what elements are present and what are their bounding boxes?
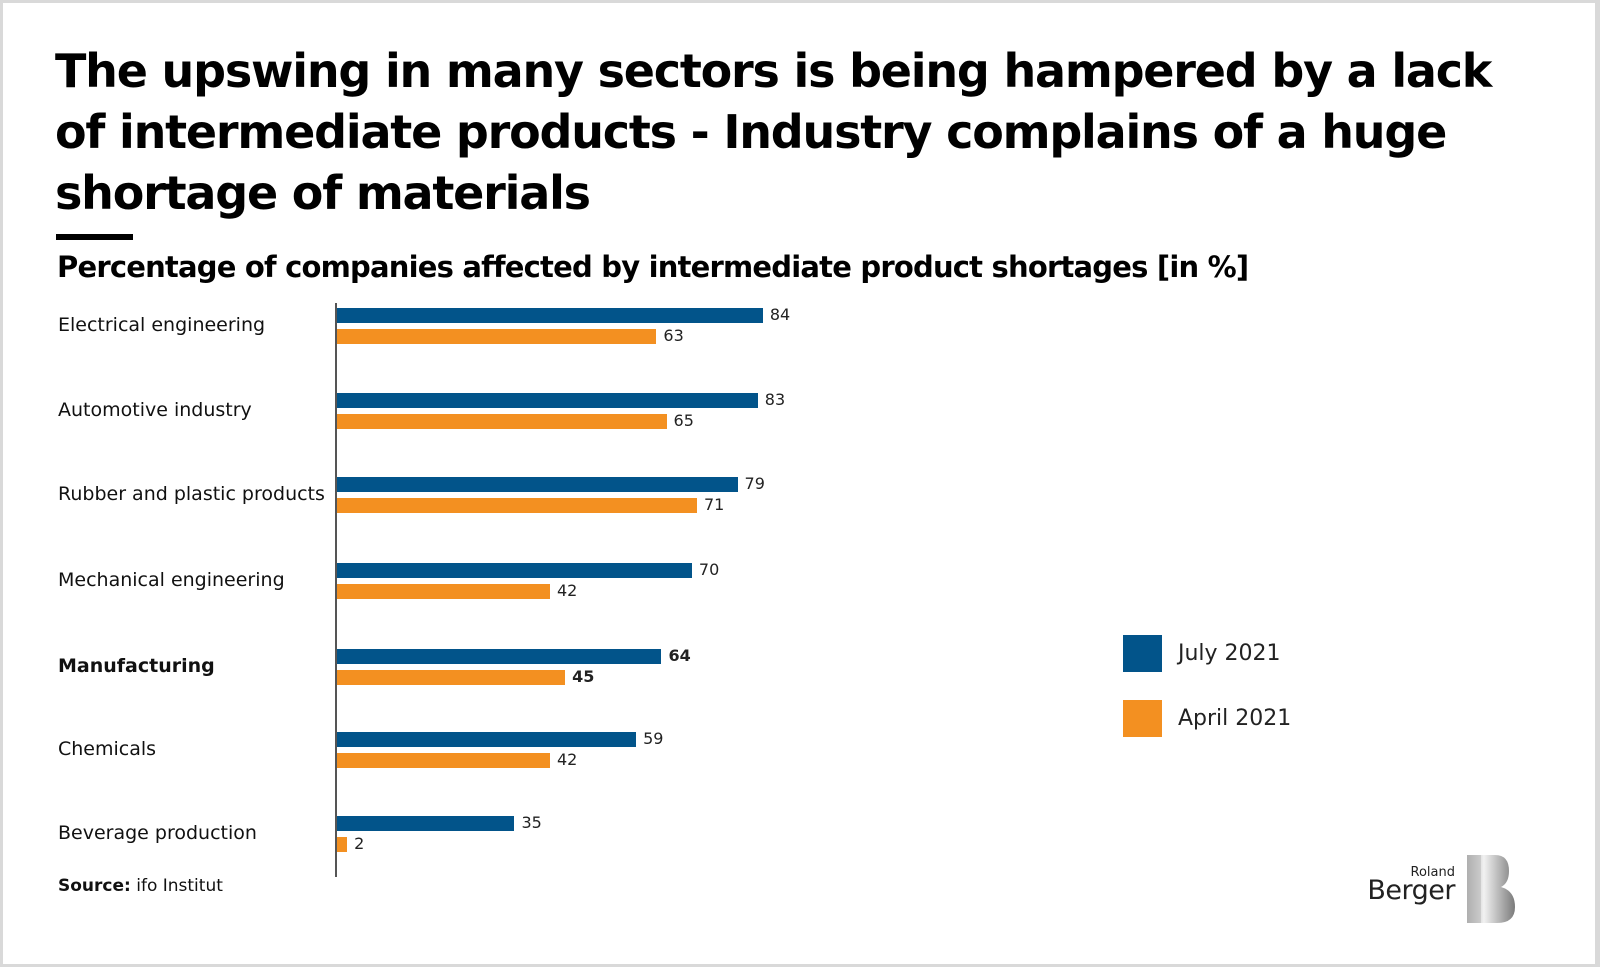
category-label-rubber-and-plastic-products: Rubber and plastic products [58,483,325,505]
value-label-july-mechanical-engineering: 70 [698,560,720,579]
value-label-july-automotive-industry: 83 [764,390,786,409]
value-label-july-beverage-production: 35 [521,813,542,832]
category-label-mechanical-engineering: Mechanical engineering [58,569,285,591]
bar-july-chemicals [337,732,637,747]
bar-july-mechanical-engineering [337,563,692,578]
legend-label-july: July 2021 [1178,641,1281,666]
legend-item-july: July 2021 [1123,635,1281,672]
source-label: Source: [58,876,131,896]
category-label-electrical-engineering: Electrical engineering [58,314,266,336]
title-underline [56,234,133,240]
category-label-automotive-industry: Automotive industry [58,399,252,421]
value-label-july-rubber-and-plastic-products: 79 [744,474,765,493]
logo-text-berger: Berger [1367,875,1455,906]
slide: The upswing in many sectors is being ham… [3,3,1595,964]
value-label-april-rubber-and-plastic-products: 71 [703,495,725,514]
value-label-april-electrical-engineering: 63 [663,326,684,345]
logo-b-mark-icon [1467,855,1515,923]
value-label-april-automotive-industry: 65 [673,411,694,430]
value-label-july-manufacturing: 64 [668,646,691,665]
value-label-april-manufacturing: 45 [572,667,595,686]
bar-april-chemicals [337,753,550,768]
value-label-july-chemicals: 59 [643,729,664,748]
page-title: The upswing in many sectors is being ham… [55,44,1492,220]
logo-text-roland: Roland [1410,865,1455,880]
bar-april-rubber-and-plastic-products [337,498,697,513]
source-note: Source: ifo Institut [58,876,223,896]
legend-swatch-july [1123,635,1162,672]
legend-label-april: April 2021 [1178,706,1292,731]
bar-april-manufacturing [337,670,566,685]
bar-july-rubber-and-plastic-products [337,477,738,492]
legend-item-april: April 2021 [1123,700,1291,737]
y-axis-line [335,303,337,877]
chart-subtitle: Percentage of companies affected by inte… [57,250,1249,284]
category-label-beverage-production: Beverage production [58,822,257,844]
bar-april-electrical-engineering [337,329,657,344]
roland-berger-logo: Roland Berger [1367,853,1521,928]
value-label-april-mechanical-engineering: 42 [556,581,578,600]
bar-april-mechanical-engineering [337,584,550,599]
bar-april-automotive-industry [337,414,667,429]
category-label-chemicals: Chemicals [58,738,157,760]
bar-july-electrical-engineering [337,308,763,323]
legend-swatch-april [1123,700,1162,737]
bar-july-automotive-industry [337,393,758,408]
value-label-april-chemicals: 42 [556,750,578,769]
value-label-april-beverage-production: 2 [354,834,365,853]
bar-july-manufacturing [337,649,662,664]
bar-april-beverage-production [337,837,348,852]
bar-july-beverage-production [337,816,515,831]
category-label-manufacturing: Manufacturing [58,655,215,677]
source-value: ifo Institut [136,876,223,896]
value-label-july-electrical-engineering: 84 [769,305,791,324]
